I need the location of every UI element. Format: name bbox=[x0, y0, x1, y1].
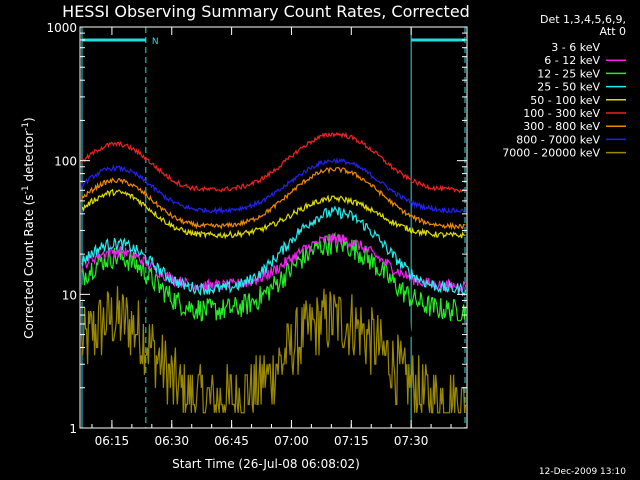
y-axis-label-part3: ) bbox=[22, 117, 36, 122]
legend-label-1: 6 - 12 keV bbox=[544, 54, 600, 67]
y-axis-label-part2: detector bbox=[22, 131, 36, 186]
legend-label-4: 50 - 100 keV bbox=[530, 94, 600, 107]
series-line-25-50keV bbox=[81, 205, 467, 297]
x-tick-label-3: 07:00 bbox=[274, 434, 309, 448]
y-axis-label-part1: Corrected Count Rate (s bbox=[22, 194, 36, 338]
series-line-300-800keV bbox=[81, 166, 466, 231]
footer-date: 12-Dec-2009 13:10 bbox=[539, 467, 626, 477]
y-axis-label-sup2: -1 bbox=[21, 122, 31, 131]
legend-label-7: 800 - 7000 keV bbox=[516, 133, 600, 146]
x-axis-ticks: 06:15 06:30 06:45 07:00 07:15 07:30 bbox=[91, 27, 452, 448]
legend-header-line1: Det 1,3,4,5,6,9, bbox=[540, 13, 626, 26]
legend-label-6: 300 - 800 keV bbox=[523, 120, 600, 133]
series-line-7000-20000keV bbox=[81, 286, 467, 414]
y-axis-label-sup1: -1 bbox=[21, 185, 31, 194]
y-tick-label-1: 10 bbox=[62, 288, 77, 302]
y-tick-label-3: 1000 bbox=[46, 21, 77, 35]
legend-label-3: 25 - 50 keV bbox=[537, 81, 600, 94]
series-line-100-300keV bbox=[81, 131, 466, 194]
legend-label-2: 12 - 25 keV bbox=[537, 67, 600, 80]
series-line-800-7000keV bbox=[81, 156, 466, 215]
y-axis-ticks: 1 10 100 1000 bbox=[46, 21, 467, 436]
series-line-50-100keV bbox=[81, 188, 466, 240]
x-tick-label-4: 07:15 bbox=[334, 434, 369, 448]
legend-label-5: 100 - 300 keV bbox=[523, 107, 600, 120]
chart-title: HESSI Observing Summary Count Rates, Cor… bbox=[62, 2, 470, 21]
plot-frame bbox=[79, 26, 468, 429]
x-axis-label: Start Time (26-Jul-08 06:08:02) bbox=[172, 457, 360, 471]
x-tick-label-5: 07:30 bbox=[394, 434, 429, 448]
series-line-12-25keV bbox=[81, 231, 467, 322]
y-axis-label: Corrected Count Rate (s-1 detector-1) bbox=[21, 117, 36, 338]
x-tick-label-1: 06:30 bbox=[154, 434, 189, 448]
x-tick-label-0: 06:15 bbox=[95, 434, 130, 448]
saa-overlay: N bbox=[81, 27, 466, 428]
legend-header-line2: Att 0 bbox=[600, 25, 626, 38]
legend-label-0: 3 - 6 keV bbox=[551, 41, 600, 54]
y-tick-label-0: 1 bbox=[69, 422, 77, 436]
legend-label-8: 7000 - 20000 keV bbox=[502, 147, 600, 160]
x-tick-label-2: 06:45 bbox=[214, 434, 249, 448]
y-tick-label-2: 100 bbox=[54, 155, 77, 169]
night-marker: N bbox=[152, 37, 159, 47]
series-line-6-12keV bbox=[81, 233, 467, 293]
series-layer bbox=[81, 131, 467, 414]
series-line-3-6keV bbox=[81, 244, 466, 356]
